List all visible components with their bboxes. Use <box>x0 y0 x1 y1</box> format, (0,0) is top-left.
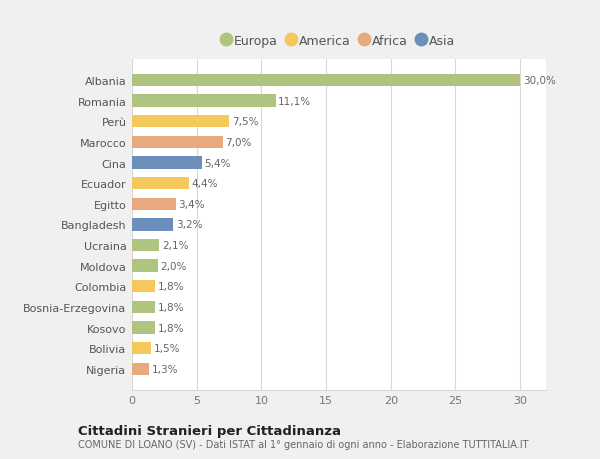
Bar <box>132 157 202 169</box>
Bar <box>132 301 155 313</box>
Text: 1,8%: 1,8% <box>158 282 184 291</box>
Text: 5,4%: 5,4% <box>205 158 231 168</box>
Bar <box>132 260 158 272</box>
Text: 7,5%: 7,5% <box>232 117 258 127</box>
Text: 1,3%: 1,3% <box>151 364 178 374</box>
Bar <box>132 95 275 107</box>
Bar <box>132 239 159 252</box>
Text: COMUNE DI LOANO (SV) - Dati ISTAT al 1° gennaio di ogni anno - Elaborazione TUTT: COMUNE DI LOANO (SV) - Dati ISTAT al 1° … <box>78 440 529 449</box>
Text: 1,8%: 1,8% <box>158 302 184 312</box>
Text: 1,5%: 1,5% <box>154 343 181 353</box>
Text: 3,2%: 3,2% <box>176 220 202 230</box>
Text: 2,0%: 2,0% <box>160 261 187 271</box>
Bar <box>132 219 173 231</box>
Text: 4,4%: 4,4% <box>191 179 218 189</box>
Bar <box>132 178 189 190</box>
Text: Cittadini Stranieri per Cittadinanza: Cittadini Stranieri per Cittadinanza <box>78 424 341 437</box>
Bar <box>132 136 223 149</box>
Bar <box>132 322 155 334</box>
Text: 2,1%: 2,1% <box>162 241 188 251</box>
Text: 3,4%: 3,4% <box>179 199 205 209</box>
Bar <box>132 280 155 293</box>
Bar <box>132 116 229 128</box>
Text: 1,8%: 1,8% <box>158 323 184 333</box>
Bar <box>132 342 151 354</box>
Legend: Europa, America, Africa, Asia: Europa, America, Africa, Asia <box>220 33 458 51</box>
Text: 11,1%: 11,1% <box>278 96 311 106</box>
Bar <box>132 75 520 87</box>
Text: 30,0%: 30,0% <box>523 76 556 86</box>
Bar <box>132 198 176 211</box>
Text: 7,0%: 7,0% <box>225 138 251 148</box>
Bar <box>132 363 149 375</box>
